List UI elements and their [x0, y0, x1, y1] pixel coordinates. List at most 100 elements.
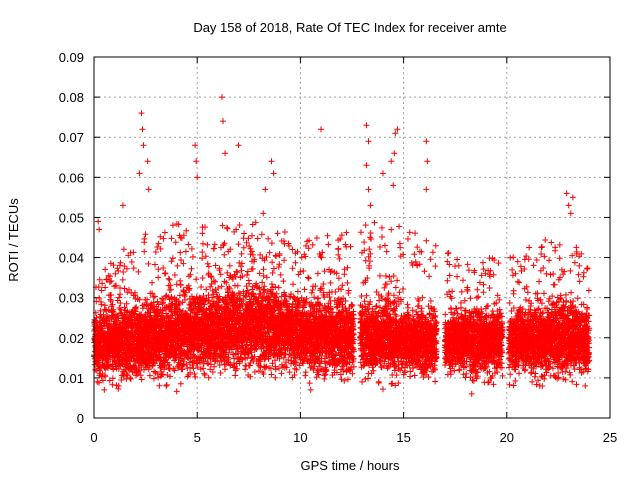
data-point: [128, 259, 135, 266]
data-point: [254, 235, 261, 242]
data-point: [177, 282, 184, 289]
data-point: [243, 271, 250, 278]
data-point: [123, 300, 130, 307]
data-point: [305, 275, 312, 282]
data-point: [105, 362, 112, 369]
data-point: [177, 277, 184, 284]
data-point: [306, 380, 313, 387]
data-point: [150, 375, 157, 382]
data-point: [137, 372, 144, 379]
data-point: [96, 359, 103, 366]
x-axis-label: GPS time / hours: [301, 458, 400, 473]
data-point: [185, 241, 192, 248]
data-point: [201, 370, 208, 377]
data-point: [320, 280, 327, 287]
data-point: [108, 292, 115, 299]
data-point: [123, 370, 130, 377]
data-point: [149, 279, 156, 286]
data-point: [112, 270, 119, 277]
data-point: [182, 248, 189, 255]
data-point: [286, 369, 293, 376]
data-point: [258, 231, 265, 238]
data-point: [234, 282, 241, 289]
data-point: [187, 271, 194, 278]
data-point: [170, 365, 177, 372]
data-point: [190, 365, 197, 372]
data-point: [99, 370, 106, 377]
data-point: [248, 248, 255, 255]
data-point: [236, 222, 243, 229]
data-point: [116, 294, 123, 301]
data-point: [302, 369, 309, 376]
data-point: [199, 249, 206, 256]
data-point: [161, 229, 168, 236]
data-point: [164, 372, 171, 379]
y-tick-label: 0.03: [59, 291, 84, 306]
data-point: [151, 261, 158, 268]
data-point: [305, 274, 312, 281]
data-point: [146, 372, 153, 379]
data-point: [120, 268, 127, 275]
data-point: [165, 275, 172, 282]
data-point: [270, 265, 277, 272]
data-point: [193, 276, 200, 283]
data-point: [313, 235, 320, 242]
data-point: [145, 260, 152, 267]
data-point: [160, 265, 167, 272]
data-point: [130, 265, 137, 272]
data-point: [135, 268, 142, 275]
data-point: [101, 302, 108, 309]
data-point: [120, 246, 127, 253]
data-point: [110, 262, 117, 269]
data-point: [102, 284, 109, 291]
data-point: [117, 306, 124, 313]
data-point: [260, 266, 267, 273]
data-point: [265, 235, 272, 242]
data-point: [327, 279, 334, 286]
data-point: [226, 262, 233, 269]
data-point: [238, 260, 245, 267]
data-point: [117, 300, 124, 307]
data-point: [301, 286, 308, 293]
data-point: [92, 317, 99, 324]
data-point: [221, 251, 228, 258]
data-point: [98, 301, 105, 308]
data-point: [108, 277, 115, 284]
x-tick-label: 0: [90, 430, 97, 445]
data-point: [115, 267, 122, 274]
data-point: [255, 367, 262, 374]
data-point: [272, 366, 279, 373]
data-point: [199, 230, 206, 237]
data-point: [240, 244, 247, 251]
data-point: [217, 370, 224, 377]
data-point: [141, 248, 148, 255]
data-point: [238, 267, 245, 274]
y-tick-label: 0.07: [59, 130, 84, 145]
x-tick-label: 25: [603, 430, 617, 445]
data-point: [324, 232, 331, 239]
data-point: [335, 251, 342, 258]
chart-title: Day 158 of 2018, Rate Of TEC Index for r…: [193, 20, 506, 35]
data-point: [169, 222, 176, 229]
data-point: [96, 295, 103, 302]
data-point: [268, 240, 275, 247]
data-point: [315, 295, 322, 302]
data-point: [291, 294, 298, 301]
data-point: [314, 270, 321, 277]
data-point: [102, 266, 109, 273]
data-point: [166, 276, 173, 283]
data-point: [167, 373, 174, 380]
data-point: [176, 292, 183, 299]
data-point: [281, 228, 288, 235]
data-point: [217, 271, 224, 278]
data-point: [238, 355, 245, 362]
data-point: [155, 240, 162, 247]
data-point: [212, 262, 219, 269]
data-point: [205, 374, 212, 381]
data-point: [332, 288, 339, 295]
data-point: [188, 265, 195, 272]
y-tick-label: 0.05: [59, 210, 84, 225]
data-point: [249, 232, 256, 239]
data-point: [117, 259, 124, 266]
